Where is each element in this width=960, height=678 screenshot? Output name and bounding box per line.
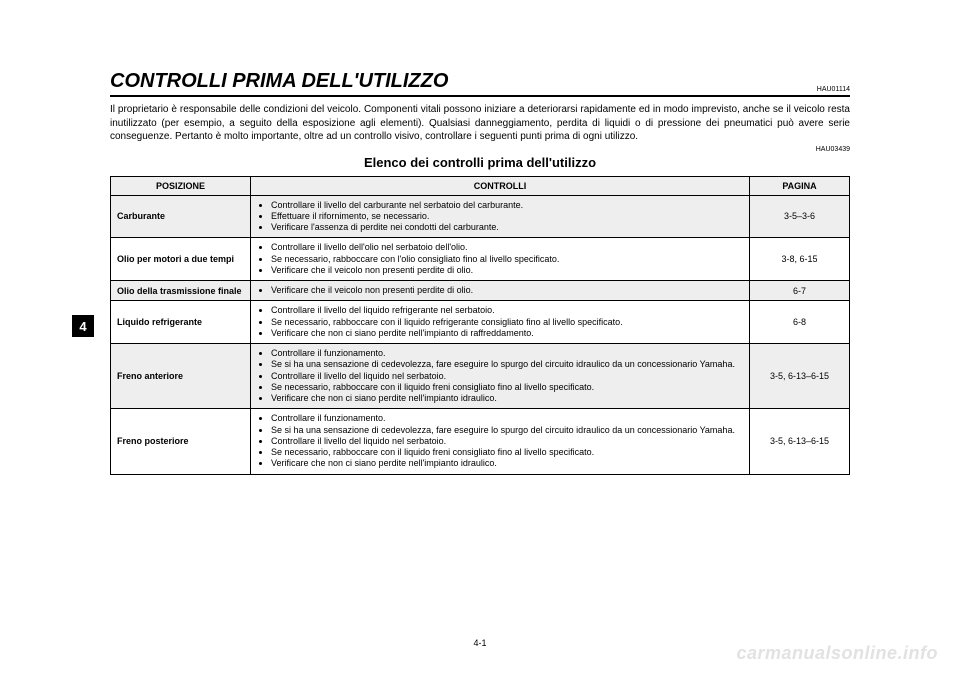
cell-pos: Freno anteriore xyxy=(111,344,251,409)
cell-pag: 6-8 xyxy=(750,301,850,344)
cell-ctrl: Controllare il funzionamento.Se si ha un… xyxy=(251,344,750,409)
cell-pos: Carburante xyxy=(111,195,251,238)
cell-pag: 3-5, 6-13–6-15 xyxy=(750,344,850,409)
ctrl-item: Se si ha una sensazione di cedevolezza, … xyxy=(271,359,743,370)
col-ctrl: CONTROLLI xyxy=(251,176,750,195)
cell-pag: 3-5, 6-13–6-15 xyxy=(750,409,850,474)
ctrl-item: Se necessario, rabboccare con il liquido… xyxy=(271,447,743,458)
cell-pos: Freno posteriore xyxy=(111,409,251,474)
intro-paragraph: Il proprietario è responsabile delle con… xyxy=(110,103,850,144)
table-row: Freno posterioreControllare il funzionam… xyxy=(111,409,850,474)
cell-ctrl: Controllare il funzionamento.Se si ha un… xyxy=(251,409,750,474)
table-row: Olio della trasmissione finale Verificare… xyxy=(111,281,850,301)
ctrl-item: Controllare il funzionamento. xyxy=(271,348,743,359)
header-row: CONTROLLI PRIMA DELL'UTILIZZO HAU01114 xyxy=(110,70,850,97)
cell-pag: 6-7 xyxy=(750,281,850,301)
col-pos: POSIZIONE xyxy=(111,176,251,195)
cell-pag: 3-8, 6-15 xyxy=(750,238,850,281)
page-title: CONTROLLI PRIMA DELL'UTILIZZO xyxy=(110,70,448,93)
ctrl-item: Controllare il livello dell'olio nel ser… xyxy=(271,242,743,253)
header-code: HAU01114 xyxy=(817,86,850,93)
ctrl-item: Se necessario, rabboccare con il liquido… xyxy=(271,382,743,393)
cell-pag: 3-5–3-6 xyxy=(750,195,850,238)
ctrl-item: Controllare il livello del carburante ne… xyxy=(271,200,743,211)
section-tab: 4 xyxy=(72,315,94,337)
ctrl-item: Verificare che il veicolo non presenti p… xyxy=(271,285,743,296)
ctrl-item: Se necessario, rabboccare con il liquido… xyxy=(271,317,743,328)
cell-pos: Olio della trasmissione finale xyxy=(111,281,251,301)
cell-ctrl: Controllare il livello dell'olio nel ser… xyxy=(251,238,750,281)
col-pag: PAGINA xyxy=(750,176,850,195)
ctrl-item: Controllare il livello del liquido refri… xyxy=(271,305,743,316)
table-row: Olio per motori a due tempi Controllare i… xyxy=(111,238,850,281)
table-row: Freno anterioreControllare il funzioname… xyxy=(111,344,850,409)
ctrl-item: Se necessario, rabboccare con l'olio con… xyxy=(271,254,743,265)
ctrl-item: Controllare il funzionamento. xyxy=(271,413,743,424)
table-row: Carburante Controllare il livello del car… xyxy=(111,195,850,238)
cell-ctrl: Verificare che il veicolo non presenti p… xyxy=(251,281,750,301)
cell-pos: Olio per motori a due tempi xyxy=(111,238,251,281)
sub-code: HAU03439 xyxy=(110,146,850,153)
ctrl-item: Verificare che il veicolo non presenti p… xyxy=(271,265,743,276)
ctrl-item: Verificare l'assenza di perdite nei cond… xyxy=(271,222,743,233)
table-header-row: POSIZIONE CONTROLLI PAGINA xyxy=(111,176,850,195)
ctrl-item: Se si ha una sensazione di cedevolezza, … xyxy=(271,425,743,436)
ctrl-item: Verificare che non ci siano perdite nell… xyxy=(271,393,743,404)
watermark: carmanualsonline.info xyxy=(736,643,938,664)
ctrl-item: Verificare che non ci siano perdite nell… xyxy=(271,328,743,339)
ctrl-item: Effettuare il rifornimento, se necessari… xyxy=(271,211,743,222)
cell-ctrl: Controllare il livello del liquido refri… xyxy=(251,301,750,344)
ctrl-item: Verificare che non ci siano perdite nell… xyxy=(271,458,743,469)
table-row: Liquido refrigerante Controllare il livel… xyxy=(111,301,850,344)
cell-ctrl: Controllare il livello del carburante ne… xyxy=(251,195,750,238)
cell-pos: Liquido refrigerante xyxy=(111,301,251,344)
checklist-table: POSIZIONE CONTROLLI PAGINA Carburante Con… xyxy=(110,176,850,475)
page: CONTROLLI PRIMA DELL'UTILIZZO HAU01114 I… xyxy=(0,0,960,678)
table-title: Elenco dei controlli prima dell'utilizzo xyxy=(110,155,850,170)
ctrl-item: Controllare il livello del liquido nel s… xyxy=(271,436,743,447)
ctrl-item: Controllare il livello del liquido nel s… xyxy=(271,371,743,382)
